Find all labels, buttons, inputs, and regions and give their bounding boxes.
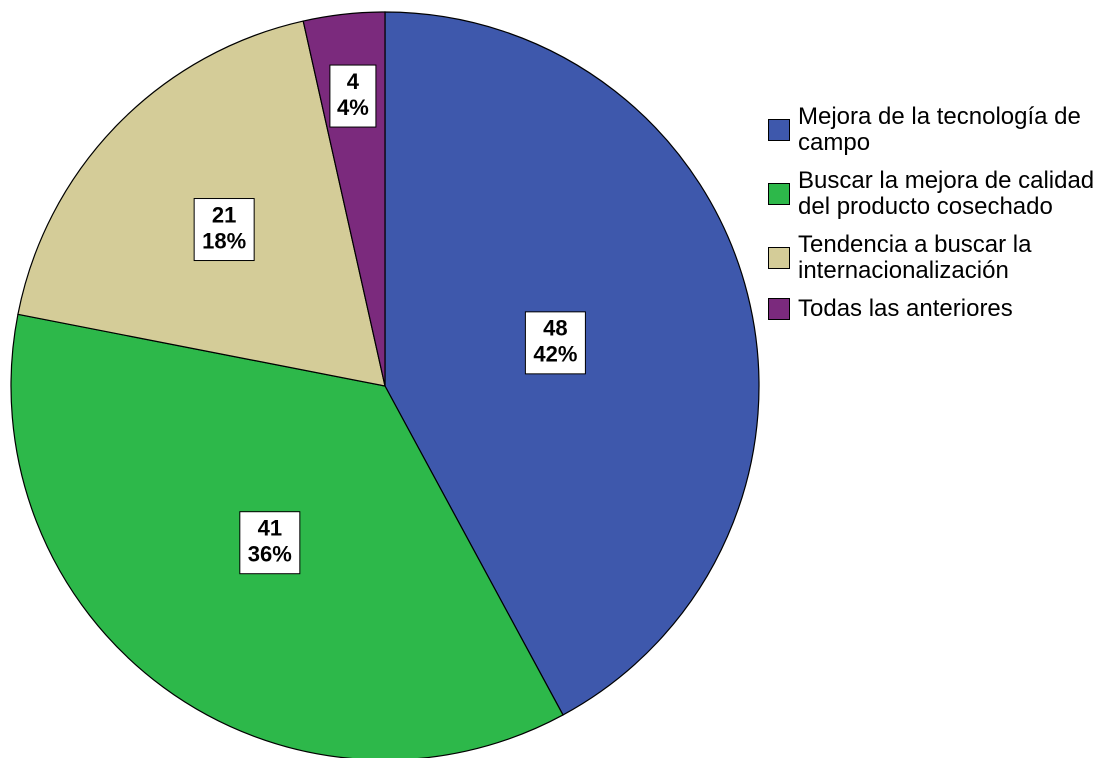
legend-entry: Mejora de la tecnología de campo <box>768 104 1113 156</box>
legend-label: Mejora de la tecnología de campo <box>798 103 1081 156</box>
label-count: 4 <box>347 69 360 94</box>
legend-label: Todas las anteriores <box>798 295 1013 322</box>
label-percent: 4% <box>337 95 369 120</box>
label-count: 21 <box>212 202 236 227</box>
legend-entry: Buscar la mejora de calidad del producto… <box>768 168 1113 220</box>
label-box <box>524 311 586 375</box>
label-percent: 18% <box>202 228 246 253</box>
legend: Mejora de la tecnología de campo Buscar l… <box>768 104 1113 334</box>
label-box <box>193 198 255 262</box>
label-box <box>329 64 377 128</box>
legend-entry: Tendencia a buscar la internacionalizaci… <box>768 232 1113 284</box>
legend-entry: Todas las anteriores <box>768 296 1113 322</box>
label-count: 41 <box>258 516 282 541</box>
label-percent: 36% <box>248 542 292 567</box>
data-label: 44% <box>329 64 377 128</box>
legend-label: Buscar la mejora de calidad del producto… <box>798 167 1095 220</box>
label-count: 48 <box>543 316 567 341</box>
legend-label: Tendencia a buscar la internacionalizaci… <box>798 231 1032 284</box>
legend-swatch <box>768 298 790 320</box>
legend-swatch <box>768 247 790 269</box>
label-box <box>239 511 301 575</box>
legend-swatch <box>768 119 790 141</box>
legend-swatch <box>768 183 790 205</box>
label-percent: 42% <box>533 342 577 367</box>
